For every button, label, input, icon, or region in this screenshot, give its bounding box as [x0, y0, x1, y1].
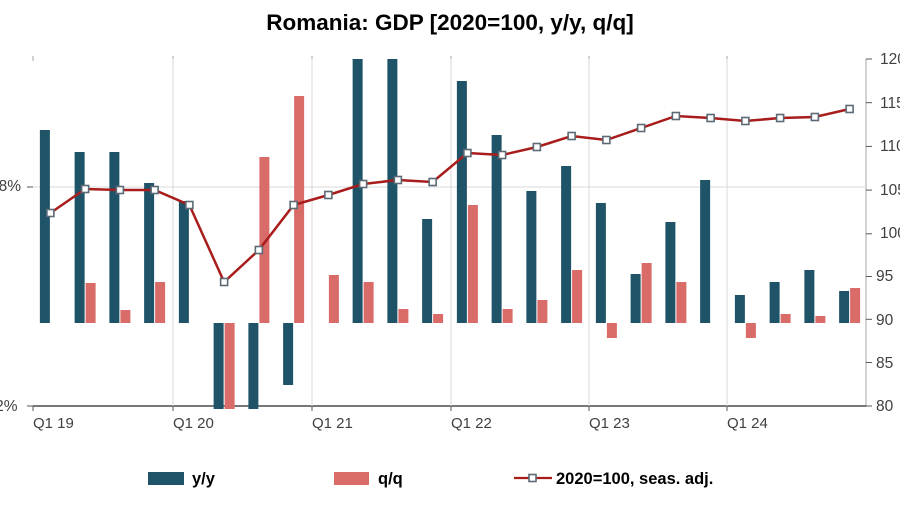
svg-text:q/q: q/q — [378, 470, 403, 488]
svg-text:100: 100 — [880, 225, 900, 242]
svg-text:18%: 18% — [0, 178, 21, 195]
svg-text:115: 115 — [880, 95, 900, 112]
svg-text:Q1 24: Q1 24 — [727, 415, 768, 432]
svg-text:120: 120 — [880, 51, 900, 68]
svg-text:85: 85 — [876, 355, 893, 372]
svg-text:-2%: -2% — [0, 398, 18, 415]
svg-text:105: 105 — [880, 182, 900, 199]
svg-text:110: 110 — [880, 138, 900, 155]
svg-text:95: 95 — [876, 268, 893, 285]
svg-text:Q1 23: Q1 23 — [589, 415, 630, 432]
svg-text:Q1 20: Q1 20 — [173, 415, 214, 432]
svg-text:90: 90 — [876, 312, 894, 329]
svg-text:Q1 21: Q1 21 — [312, 415, 353, 432]
svg-text:Q1 22: Q1 22 — [451, 415, 492, 432]
svg-text:Q1 19: Q1 19 — [33, 415, 74, 432]
svg-text:80: 80 — [876, 398, 894, 415]
svg-text:2020=100, seas. adj.: 2020=100, seas. adj. — [556, 470, 713, 488]
svg-text:y/y: y/y — [192, 470, 216, 488]
